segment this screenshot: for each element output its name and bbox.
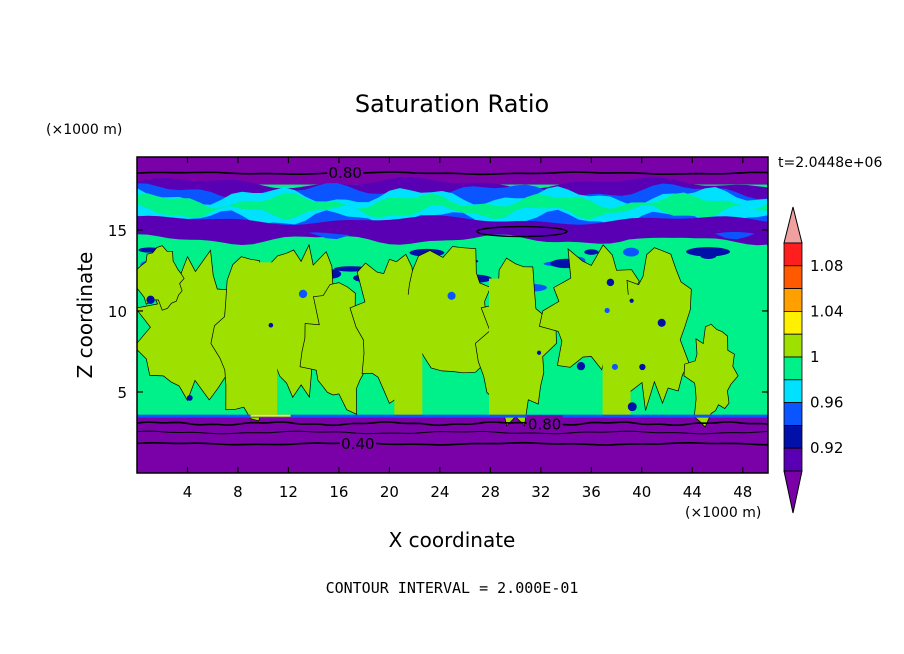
streak [623,247,640,257]
dot [268,322,274,328]
contour-0.80-bottom [137,420,768,427]
patch-1.00 [299,282,375,415]
colorbar-box [783,447,803,472]
band-0.90 [137,215,768,241]
dot [627,402,637,412]
contour-0.40 [137,441,768,446]
plume [602,294,631,417]
x-tick-label: 44 [683,483,702,501]
colorbar-box [783,333,803,358]
contour-0.60 [137,430,768,435]
x-tick-label: 24 [430,483,449,501]
y-tick-label: 5 [117,384,127,402]
dot [629,298,634,303]
dot [606,278,615,287]
band-1.00 [137,192,768,220]
surface-yellow [250,414,291,417]
x-tick-label: 16 [329,483,348,501]
x-axis: 4 8 12 16 20 24 28 32 36 40 44 48 [183,157,752,501]
dot [298,289,308,299]
x-tick-label: 32 [531,483,550,501]
y-unit-label: (×1000 m) [46,122,122,138]
contour-label-bg [327,164,364,181]
colorbar-box [783,402,803,426]
dot [657,318,666,327]
contour-ellipse [476,225,568,238]
colorbar-box [783,379,803,403]
colorbar-box [783,356,803,381]
plot-frame [136,156,769,474]
x-tick-label: 12 [279,483,298,501]
x-axis-label: X coordinate [389,528,516,552]
colorbar: 0.92 0.96 1 1.04 1.08 [783,206,843,514]
contour-label: 0.80 [528,415,561,433]
x-unit-label: (×1000 m) [685,505,761,521]
dot [146,295,155,305]
surface-edge [137,414,768,418]
y-axis-label: Z coordinate [73,252,97,379]
colorbar-tick-label: 0.92 [810,439,843,457]
plume [394,294,423,417]
x-tick-label: 36 [582,483,601,501]
x-tick-label: 48 [733,483,752,501]
colorbar-box [783,288,803,312]
colorbar-tick-label: 0.96 [810,394,843,412]
contour-field [137,157,768,473]
plume [249,262,278,417]
dot [604,307,610,314]
x-tick-label: 40 [632,483,651,501]
streak [584,249,599,255]
colorbar-box [783,242,803,267]
contour-labels: 0.80 0.80 0.40 [327,164,563,453]
colorbar-box [783,265,803,289]
dot [186,395,193,401]
dot [536,350,542,355]
time-label: t=2.0448e+06 [778,155,882,171]
colorbar-tick-label: 1.04 [810,302,843,320]
patch-1.00 [683,323,739,428]
y-tick-label: 10 [108,303,127,321]
colorbar-bottom-arrow [783,470,803,514]
colorbar-box [783,424,803,449]
plume [488,278,517,417]
x-tick-label: 4 [183,483,193,501]
y-axis: 5 10 15 [108,222,768,402]
dot [447,291,456,300]
chart-title: Saturation Ratio [355,90,549,118]
dot [611,363,618,370]
x-tick-label: 28 [481,483,500,501]
contour-0.80-top [137,171,768,176]
contour-interval-note: CONTOUR INTERVAL = 2.000E-01 [326,579,579,597]
dot [576,361,586,371]
colorbar-box [783,310,803,335]
dot [639,363,646,371]
contour-label-bg [526,415,563,432]
y-tick-label: 15 [108,222,127,240]
contour-label: 0.80 [329,164,362,182]
colorbar-tick-label: 1.08 [810,257,843,275]
x-tick-label: 8 [233,483,243,501]
colorbar-tick-label: 1 [810,348,820,366]
streak [686,247,731,257]
colorbar-top-arrow [783,206,803,244]
contour-label: 0.40 [341,435,374,453]
x-tick-label: 20 [380,483,399,501]
contour-label-bg [339,434,376,451]
